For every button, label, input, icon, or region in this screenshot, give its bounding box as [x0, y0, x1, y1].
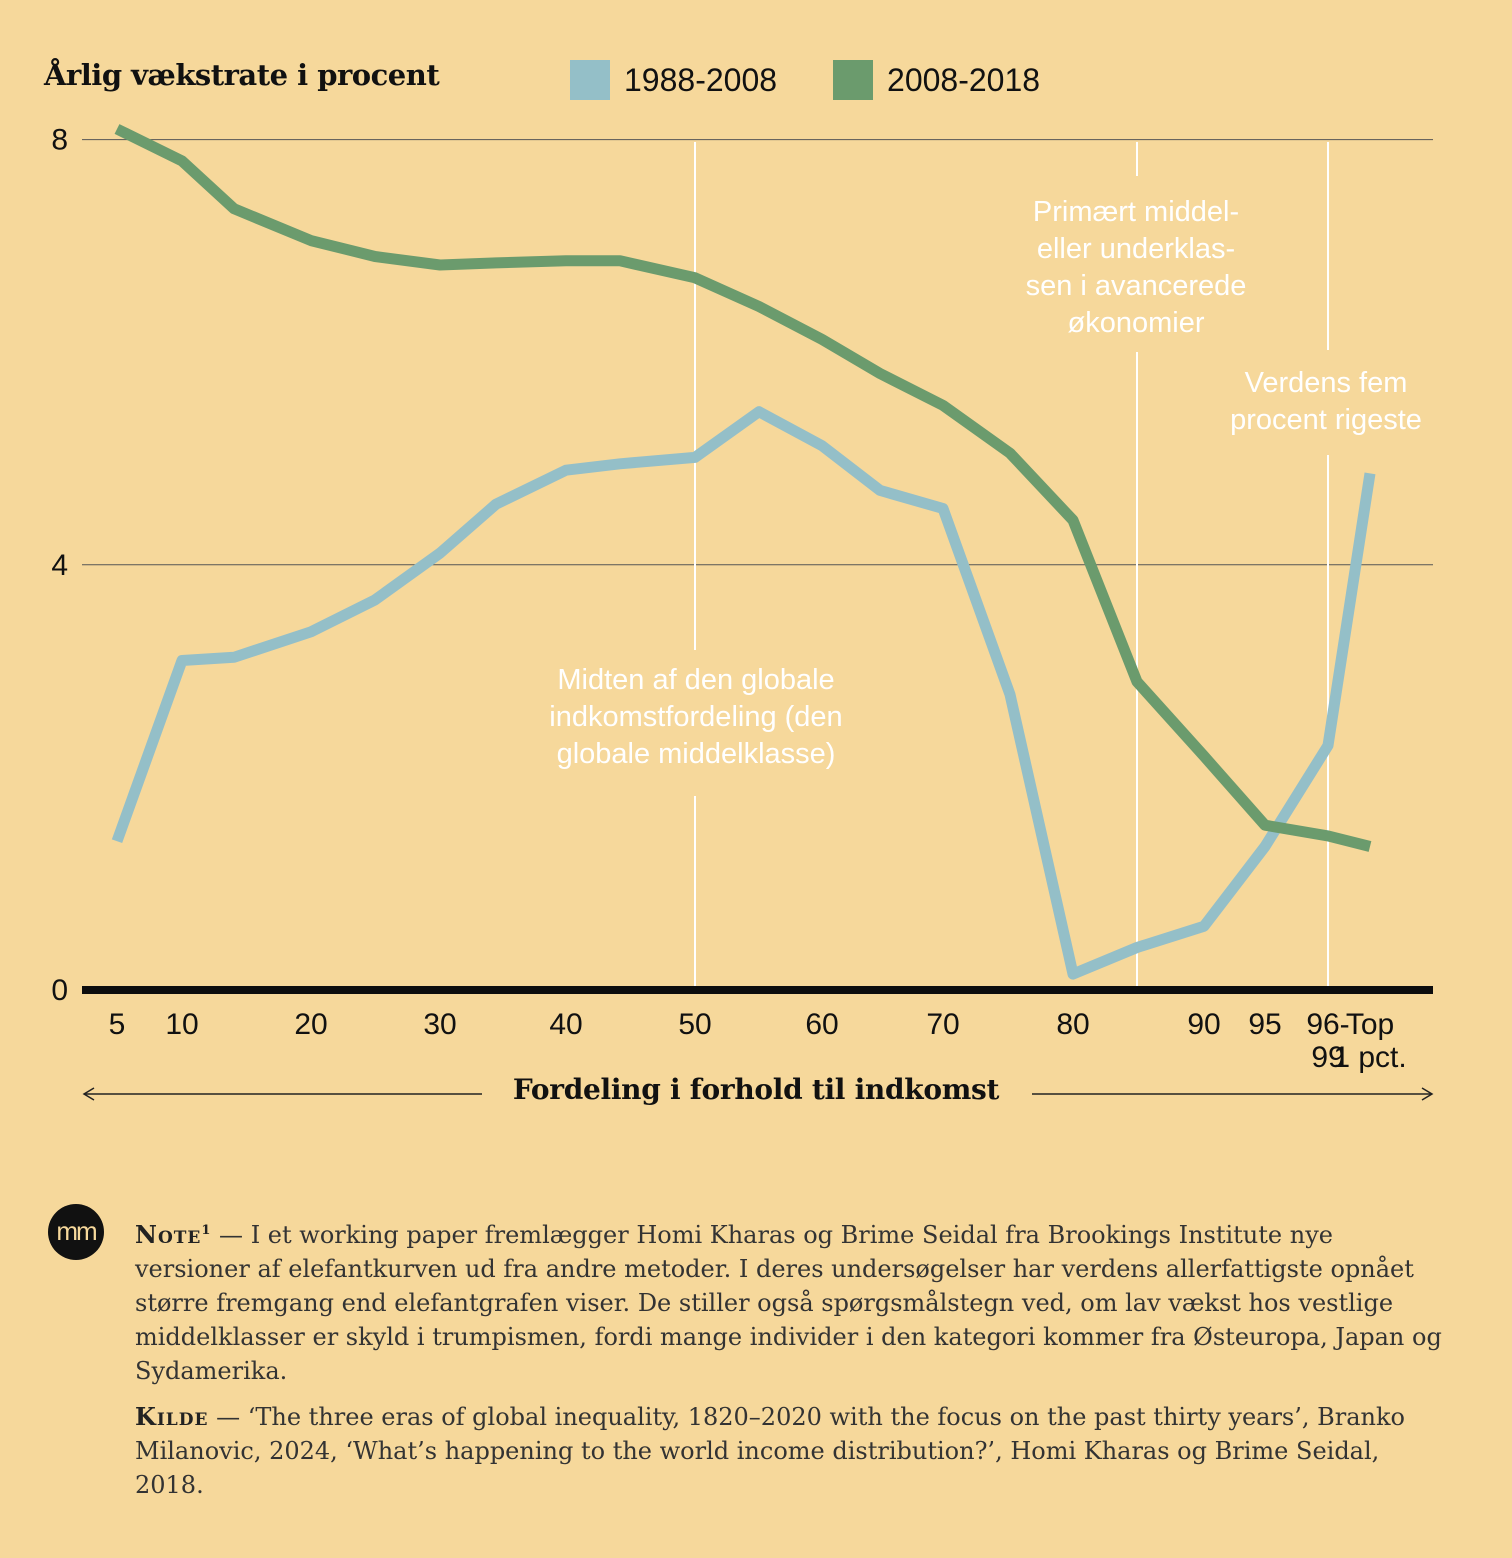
x-tick-label-40: 40 [549, 1008, 582, 1041]
annotation-richest-five-percent: Verdens fem procent rigeste [1230, 367, 1422, 436]
source-dash: — [216, 1403, 248, 1431]
x-tick-label-70: 70 [926, 1008, 959, 1041]
x-tick-label-line: Top [1346, 1008, 1394, 1041]
publisher-logo: mm [48, 1204, 104, 1260]
x-tick-label-5: 5 [109, 1008, 126, 1041]
annotation-advanced-economies-lower-class: Primært middel- eller underklas- sen i a… [1025, 196, 1247, 339]
x-tick-label-line: 60 [805, 1008, 838, 1041]
legend-item-1988-2008: 1988-2008 [570, 60, 777, 100]
x-tick-label-line: 96- [1306, 1008, 1349, 1041]
x-tick-label-line: 20 [294, 1008, 327, 1041]
x-tick-label-line: 10 [165, 1008, 198, 1041]
x-tick-label-60: 60 [805, 1008, 838, 1041]
y-axis-label: Årlig vækstrate i procent [44, 58, 440, 92]
x-tick-label-line: 95 [1248, 1008, 1281, 1041]
x-tick-label-30: 30 [423, 1008, 456, 1041]
note-label-text: Note [135, 1220, 202, 1249]
x-tick-label-96--99: 96-99 [1306, 1008, 1349, 1074]
series-line-1988-2008 [111, 406, 1376, 980]
source-label: Kilde [135, 1402, 209, 1431]
x-tick-label-Top-1-pct.: Top 1 pct. [1333, 1008, 1406, 1074]
legend-label-1988-2008: 1988-2008 [624, 61, 778, 98]
x-tick-label-80: 80 [1056, 1008, 1089, 1041]
x-tick-label-line: 1 pct. [1333, 1041, 1406, 1074]
x-tick-label-line: 30 [423, 1008, 456, 1041]
x-tick-label-90: 90 [1187, 1008, 1220, 1041]
x-tick-label-line: 70 [926, 1008, 959, 1041]
y-tick-label-0: 0 [51, 974, 68, 1007]
note-dash: — [219, 1221, 251, 1249]
x-tick-label-line: 90 [1187, 1008, 1220, 1041]
series-line-2008-2018 [114, 124, 1372, 852]
x-tick-label-50: 50 [678, 1008, 711, 1041]
legend-item-2008-2018: 2008-2018 [833, 60, 1040, 100]
note-label: Note1 [135, 1220, 211, 1249]
x-tick-label-line: 50 [678, 1008, 711, 1041]
x-tick-label-line: 80 [1056, 1008, 1089, 1041]
notes-section: Note1 — I et working paper fremlægger Ho… [135, 1214, 1455, 1514]
legend-label-2008-2018: 2008-2018 [887, 61, 1041, 98]
y-tick-label-4: 4 [51, 549, 68, 582]
x-tick-label-line: 5 [109, 1008, 126, 1041]
note-superscript: 1 [201, 1223, 212, 1238]
legend: 1988-2008 2008-2018 [570, 60, 1096, 100]
x-tick-label-10: 10 [165, 1008, 198, 1041]
x-tick-label-line: 99 [1311, 1041, 1344, 1074]
source-text: ‘The three eras of global inequality, 18… [135, 1403, 1405, 1499]
source-paragraph: Kilde — ‘The three eras of global inequa… [135, 1400, 1455, 1502]
x-axis-arrow-right-head [1421, 1087, 1434, 1101]
x-axis-arrow-left-head [82, 1087, 95, 1101]
note-text: I et working paper fremlægger Homi Khara… [135, 1221, 1442, 1385]
x-tick-label-20: 20 [294, 1008, 327, 1041]
annotation-global-middle-class: Midten af den globale indkomstfordeling … [549, 664, 843, 770]
legend-swatch-1988-2008 [570, 60, 610, 100]
note-paragraph: Note1 — I et working paper fremlægger Ho… [135, 1214, 1455, 1388]
y-tick-label-8: 8 [51, 124, 68, 157]
legend-swatch-2008-2018 [833, 60, 874, 100]
x-tick-label-95: 95 [1248, 1008, 1281, 1041]
x-tick-label-line: 40 [549, 1008, 582, 1041]
